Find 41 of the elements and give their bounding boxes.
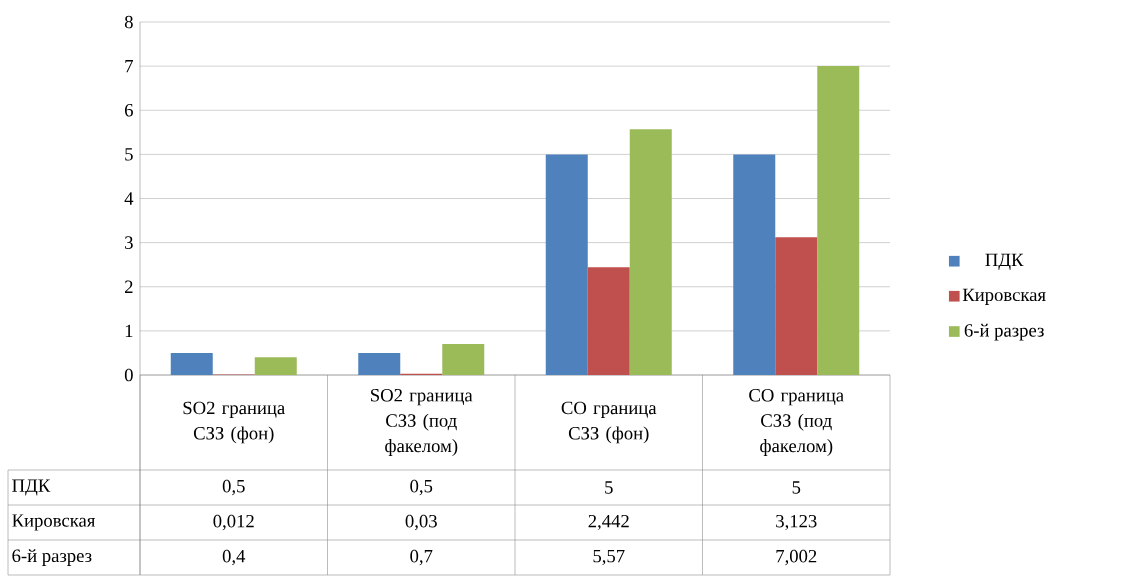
data-label: 0,7	[410, 549, 433, 566]
data-label: 5	[792, 481, 801, 494]
text: 6-й разрез	[12, 549, 92, 566]
legend-label: ПДК	[985, 253, 1024, 270]
y-tick-label: 2	[125, 280, 133, 293]
y-tick-label: 4	[124, 192, 134, 205]
legend-label: Кировская	[962, 288, 1046, 305]
data-label: 0,5	[410, 479, 433, 496]
bar	[254, 357, 297, 375]
x-tick-label: SO2 граница СЗЗ (фон)	[183, 401, 285, 444]
x-tick-label: CO граница СЗЗ (под факелом)	[749, 388, 844, 456]
text: ПДК	[12, 479, 51, 496]
data-label: 0,4	[222, 549, 246, 566]
data-label: 0,5	[222, 479, 245, 496]
data-label: 3,123	[776, 514, 817, 531]
x-tick-label: SO2 граница СЗЗ (под факелом)	[371, 388, 473, 456]
y-tick-label: 7	[125, 60, 133, 73]
bar	[775, 237, 818, 375]
data-label: 0,012	[213, 514, 254, 531]
data-label: 5,57	[593, 549, 625, 566]
y-tick-label: 8	[124, 15, 133, 29]
bar	[733, 154, 776, 375]
y-tick-label: 1	[125, 324, 133, 338]
y-tick-label: 3	[125, 236, 133, 249]
data-label: 7,002	[776, 549, 817, 566]
y-tick-label: 6	[124, 103, 133, 117]
bar	[817, 66, 860, 375]
data-label: 2,442	[588, 514, 629, 531]
bar	[442, 344, 485, 375]
x-tick-label: CO граница СЗЗ (фон)	[561, 401, 657, 444]
bar	[545, 154, 588, 375]
data-label: 0,03	[405, 514, 437, 531]
bar	[358, 352, 401, 375]
y-tick-label: 0	[124, 368, 133, 382]
legend-label: 6-й разрез	[964, 323, 1044, 341]
bar	[587, 267, 630, 375]
text: Кировская	[12, 514, 96, 531]
y-tick-label: 5	[125, 148, 133, 161]
data-label: 5	[605, 481, 613, 494]
bar	[170, 352, 213, 375]
bar	[629, 129, 672, 375]
